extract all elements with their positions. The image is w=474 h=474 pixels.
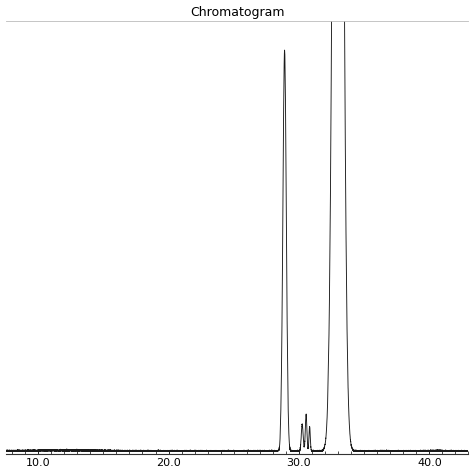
Title: Chromatogram: Chromatogram — [190, 6, 284, 18]
